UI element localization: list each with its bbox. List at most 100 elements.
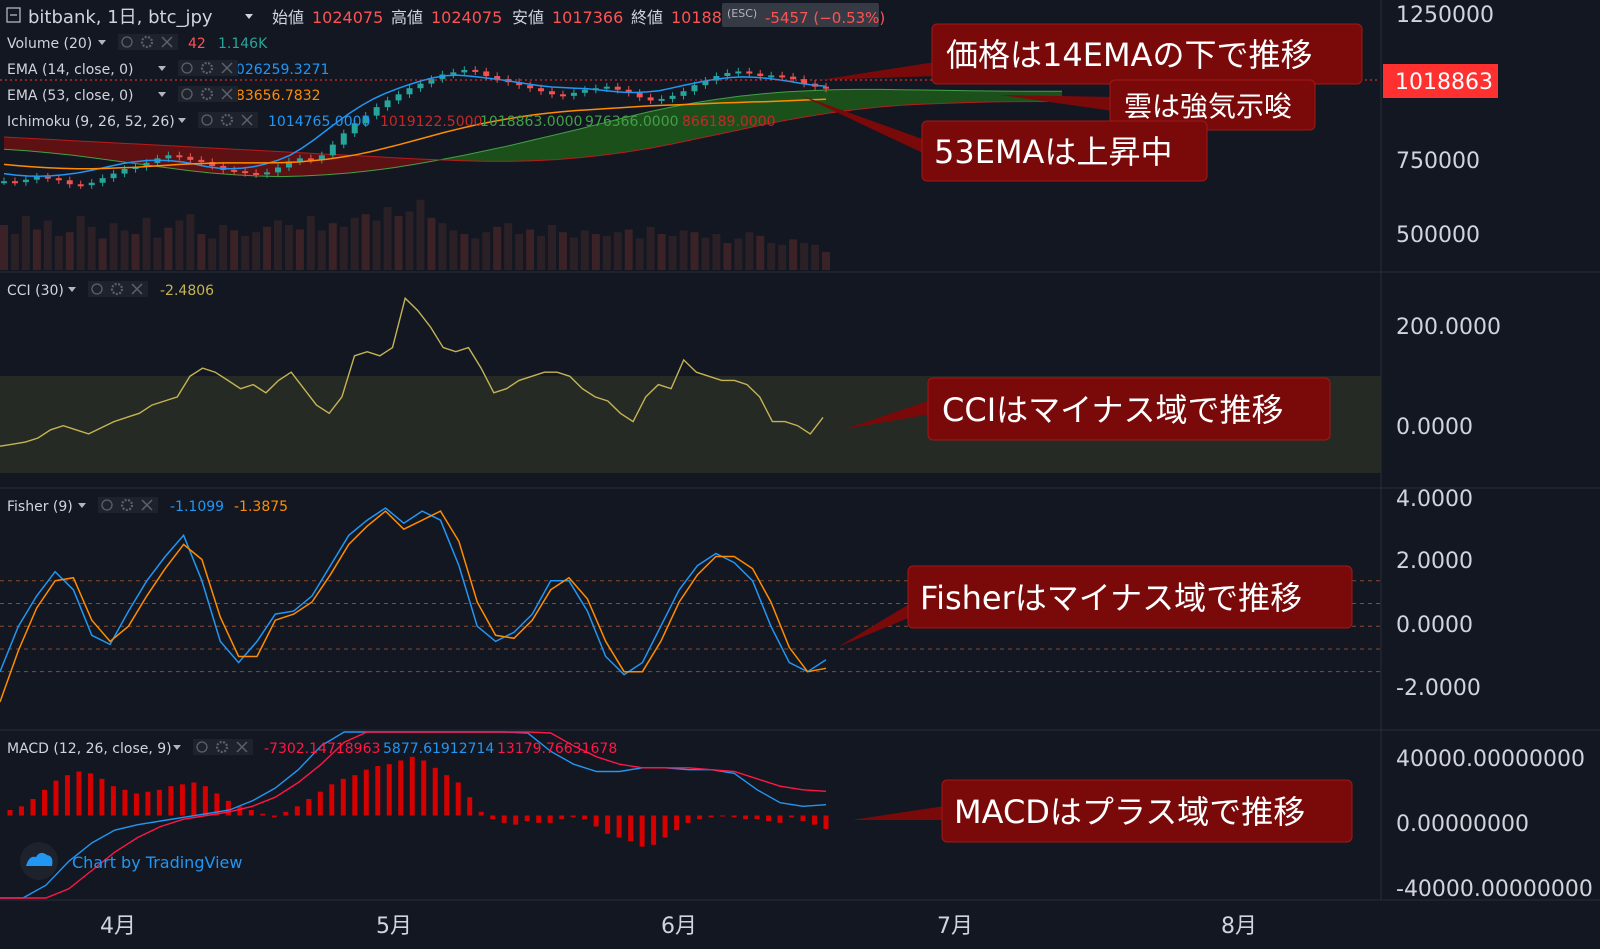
cci-tick: 200.0000	[1396, 315, 1501, 340]
macd-histogram-bar	[64, 775, 70, 816]
candle	[691, 85, 698, 92]
gear-icon	[200, 61, 214, 75]
candle	[527, 85, 534, 89]
candle	[516, 82, 523, 86]
volume-bar	[646, 226, 655, 270]
change-value: -5457 (−0.53%)	[765, 9, 885, 27]
candle	[603, 86, 610, 89]
close-icon	[236, 741, 248, 753]
volume-bar	[624, 229, 633, 270]
volume-bar	[416, 199, 425, 270]
cloud-icon	[26, 852, 53, 866]
month-tick: 8月	[1221, 914, 1257, 939]
macd-label[interactable]: MACD (12, 26, close, 9)	[7, 741, 172, 757]
macd-value-1: -7302.14718963	[264, 741, 380, 757]
macd-histogram-bar	[260, 813, 266, 816]
volume-bar	[569, 237, 578, 270]
symbol-title[interactable]: bitbank, 1日, btc_jpy	[28, 7, 213, 28]
open-label: 始値	[272, 8, 304, 27]
macd-histogram-bar	[455, 782, 461, 816]
volume-label[interactable]: Volume (20)	[7, 36, 92, 52]
fisher-tick: 2.0000	[1396, 549, 1473, 574]
fisher-value-2: -1.3875	[234, 499, 288, 515]
volume-bar	[197, 234, 206, 270]
chevron-down-icon[interactable]	[245, 14, 253, 19]
macd-histogram-bar	[570, 815, 576, 818]
candle	[801, 79, 808, 84]
macd-tick: 40000.00000000	[1396, 747, 1585, 772]
close-icon	[221, 62, 233, 74]
volume-bar	[241, 235, 250, 270]
volume-bar	[690, 232, 699, 270]
time-axis: 4月 5月 6月 7月 8月	[100, 914, 1257, 939]
macd-histogram-bar	[87, 773, 93, 816]
month-tick: 5月	[376, 914, 412, 939]
cci-line	[0, 296, 824, 447]
legend-controls	[68, 281, 148, 297]
fisher-tick: 0.0000	[1396, 613, 1473, 638]
callout-cloud: 雲は強気示唆	[1124, 90, 1292, 123]
callout-box	[941, 779, 1353, 843]
volume-bar	[778, 244, 787, 270]
macd-histogram-bar	[191, 782, 197, 816]
price-tick: 1250000	[1396, 3, 1494, 28]
candle	[549, 91, 555, 95]
macd-histogram-bar	[467, 797, 473, 816]
candle	[428, 79, 435, 84]
volume-bar	[306, 216, 315, 270]
ema14-label[interactable]: EMA (14, close, 0)	[7, 62, 133, 78]
collapse-icon[interactable]	[6, 7, 21, 23]
candle	[143, 162, 150, 167]
close-icon	[141, 499, 153, 511]
eye-icon	[196, 741, 208, 753]
volume-bar	[405, 211, 414, 270]
macd-histogram-bar	[812, 815, 818, 825]
macd-histogram-bar	[628, 815, 634, 842]
volume-bar	[87, 226, 96, 270]
candle	[790, 76, 797, 80]
ichimoku-value-1: 1014765.0000	[268, 114, 370, 130]
volume-bar	[10, 234, 19, 270]
volume-bar	[701, 237, 710, 270]
fisher-label[interactable]: Fisher (9)	[7, 499, 73, 515]
cci-label[interactable]: CCI (30)	[7, 283, 64, 299]
price-tag	[1383, 64, 1498, 98]
volume-bar	[800, 243, 809, 270]
candle	[362, 115, 369, 124]
volume-bar	[591, 234, 600, 270]
candle	[209, 162, 216, 166]
volume-bar	[471, 238, 480, 270]
macd-histogram-bar	[697, 815, 703, 820]
macd-histogram-bar	[800, 815, 806, 821]
macd-histogram-bar	[375, 766, 381, 816]
volume-bar	[438, 223, 447, 270]
ichimoku-cloud	[4, 137, 441, 177]
macd-histogram-bar	[41, 789, 47, 816]
volume-bar	[482, 232, 491, 270]
volume-bar	[679, 230, 688, 270]
volume-bar	[504, 223, 513, 270]
volume-bar	[54, 235, 63, 270]
candle	[483, 71, 490, 77]
ichimoku-span-a	[3, 88, 1062, 178]
volume-bar	[822, 252, 830, 270]
macd-histogram-bar	[651, 815, 657, 845]
macd-histogram-bar	[409, 756, 415, 816]
fisher-pane	[0, 507, 1381, 703]
volume-bar	[142, 217, 151, 270]
ichimoku-label[interactable]: Ichimoku (9, 26, 52, 26)	[7, 114, 175, 130]
legend: bitbank, 1日, btc_jpy 始値 1024075 高値 10240…	[6, 3, 885, 757]
macd-histogram-bar	[478, 811, 484, 816]
ema53-label[interactable]: EMA (53, close, 0)	[7, 88, 133, 104]
callout-box	[921, 120, 1208, 182]
macd-histogram-bar	[398, 760, 404, 816]
change-tooltip	[722, 3, 879, 27]
volume-bar	[580, 230, 589, 270]
volume-bar	[394, 216, 403, 270]
macd-histogram-bar	[133, 793, 139, 816]
candle	[264, 172, 271, 175]
macd-histogram-bar	[225, 800, 231, 816]
eye-icon	[121, 36, 133, 48]
month-tick: 7月	[937, 914, 973, 939]
candle	[768, 75, 775, 78]
